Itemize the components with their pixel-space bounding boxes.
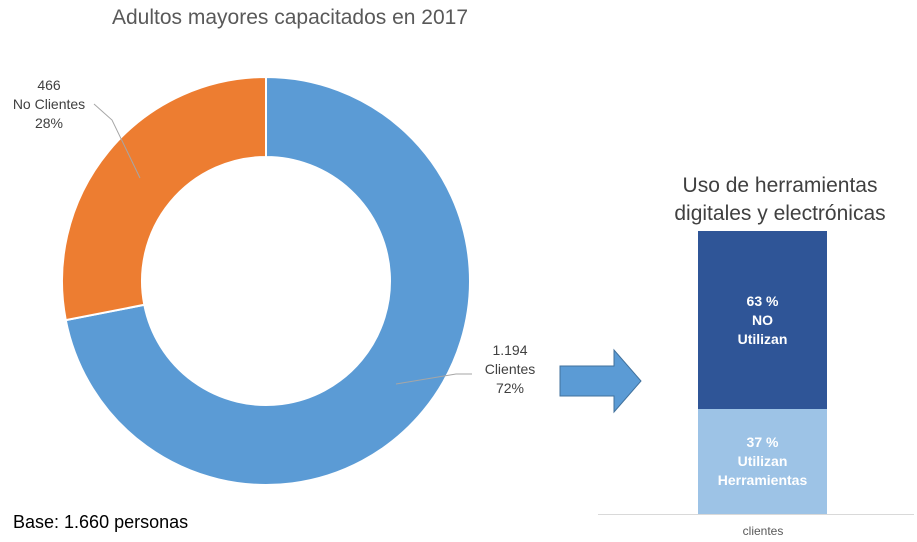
bar-segment-utilizan: 37 % Utilizan Herramientas [698, 409, 827, 514]
base-note: Base: 1.660 personas [13, 512, 189, 532]
leader-line-clientes [395, 373, 472, 385]
noclientes-percent: 28% [34, 115, 64, 131]
donut-slice-no-clientes [61, 75, 267, 322]
donut-slice-clientes [64, 75, 471, 486]
stacked-bar: 63 % NO Utilizan 37 % Utilizan Herramien… [698, 231, 827, 514]
segment-no-percent: 63 % [746, 292, 779, 309]
leader-lines [93, 103, 472, 385]
data-label-noclientes: 466 No Clientes 28% [4, 76, 94, 133]
clientes-count: 1.194 [492, 342, 528, 358]
clientes-percent: 72% [495, 380, 525, 396]
segment-si-line-2: Utilizan [737, 453, 788, 470]
bar-title-line-1: Uso de herramientas [682, 174, 878, 197]
clientes-label: Clientes [484, 361, 536, 377]
segment-no-line-2: NO [752, 311, 773, 328]
bar-segment-no-utilizan: 63 % NO Utilizan [698, 231, 827, 410]
bar-chart-title: Uso de herramientas digitales y electrón… [650, 172, 910, 228]
bar-category-label: clientes [742, 524, 784, 538]
bar-title-line-2: digitales y electrónicas [674, 202, 886, 225]
donut-chart [61, 75, 471, 486]
segment-si-line-3: Herramientas [717, 472, 808, 489]
segment-si-percent: 37 % [746, 434, 779, 451]
bar-axis-line [598, 514, 914, 515]
leader-line-noclientes [93, 103, 141, 179]
data-label-clientes: 1.194 Clientes 72% [472, 341, 548, 398]
segment-no-line-3: Utilizan [737, 330, 788, 347]
donut-chart-title: Adultos mayores capacitados en 2017 [111, 6, 469, 29]
noclientes-count: 466 [37, 77, 61, 93]
noclientes-label: No Clientes [12, 96, 86, 112]
arrow-right-icon [559, 348, 642, 414]
